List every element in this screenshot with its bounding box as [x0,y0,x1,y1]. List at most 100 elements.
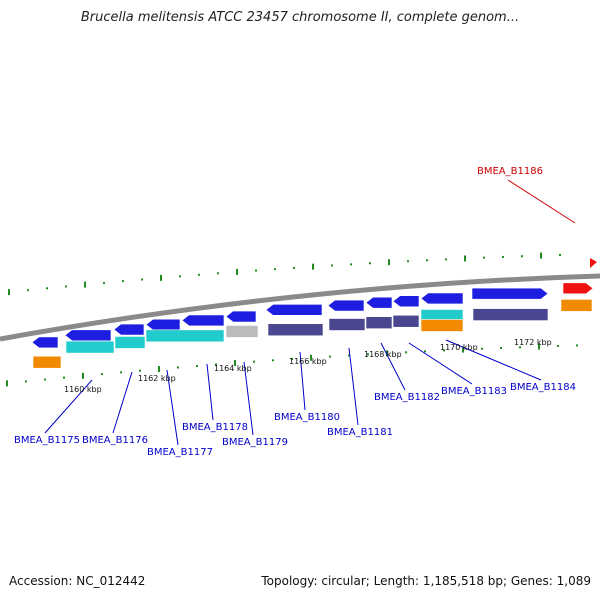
feature-track [31,258,597,369]
tick-mark [559,253,561,256]
callout-line [380,342,406,391]
tick-mark [215,363,217,366]
genome-backbone [0,273,600,342]
tick-mark [141,278,143,281]
gene-label: BMEA_B1181 [327,427,393,438]
tick-mark [388,259,390,266]
tick-mark [464,255,466,262]
tick-mark [272,359,274,362]
tick-mark [557,344,559,347]
tick-mark [63,376,65,379]
tick-mark [65,285,67,288]
cds-arrow [145,318,181,331]
feature-block [560,299,593,312]
tick-mark [312,263,314,270]
tick-mark [443,349,445,352]
scale-label: 1162 kbp [138,374,176,383]
feature-block [65,340,115,354]
gene-label: BMEA_B1183 [441,386,507,397]
feature-block [145,329,225,343]
tick-mark [236,268,238,275]
tick-mark [274,268,276,271]
tick-mark [293,266,295,269]
scale-label: 1166 kbp [289,357,327,366]
tick-mark [348,354,350,357]
gene-label: BMEA_B1180 [274,412,340,423]
inner-tick-track [6,343,578,387]
tick-mark [502,255,504,258]
feature-block [114,336,146,349]
tick-mark [500,347,502,349]
callout-line [166,369,179,446]
callout-line [299,351,306,411]
tick-mark [519,346,521,349]
gene-label: BMEA_B1184 [510,382,576,393]
tick-mark [122,280,124,283]
scale-label: 1168 kbp [364,350,402,359]
cds-arrow [562,282,594,295]
tick-mark [445,258,447,261]
callout-line [445,339,542,381]
tick-mark [27,289,29,292]
gene-label: BMEA_B1176 [82,435,148,446]
tick-mark [521,255,523,258]
tick-mark [6,380,8,387]
callout-line [243,361,254,436]
callout-line [408,342,473,385]
tick-mark [84,281,86,288]
feature-block [328,318,366,331]
tick-mark [426,259,428,262]
cds-arrow [64,329,112,342]
tick-mark [255,269,257,272]
scale-label: 1160 kbp [64,385,102,394]
tick-mark [177,366,179,369]
tick-mark [331,264,333,267]
tick-mark [179,275,181,278]
scale-label: 1164 kbp [214,364,252,373]
cds-arrow [327,299,365,312]
gene-label: BMEA_B1175 [14,435,80,446]
tick-mark [139,369,141,372]
tick-mark [120,371,122,374]
tick-mark [462,346,464,353]
gene-label: BMEA_B1182 [374,392,440,403]
tick-mark [8,289,10,296]
outer-tick-track [8,252,561,296]
cds-arrow [265,304,323,316]
callout-line [112,371,133,434]
cds-arrow [113,323,145,336]
accession-text: Accession: NC_012442 [9,574,146,588]
scale-label: 1170 kbp [440,343,478,352]
feature-block [365,316,393,329]
feature-block [32,355,62,369]
tick-mark [540,252,542,259]
tick-mark [198,273,200,276]
tick-mark [576,344,578,347]
cds-arrow [420,292,464,305]
tick-mark [46,287,48,290]
scale-labels: 1160 kbp 1162 kbp 1164 kbp 1166 kbp 1168 kbp… [64,338,552,394]
cds-arrow [471,287,549,300]
tick-mark [405,351,407,354]
tick-mark [160,274,162,281]
cds-arrow [590,258,597,268]
tick-mark [329,355,331,358]
callout-line [206,363,214,421]
gene-label: BMEA_B1186 [477,166,543,177]
feature-block [392,314,420,328]
feature-block [225,325,259,338]
label-callouts [44,179,576,446]
tick-mark [424,350,426,353]
tick-mark [217,272,219,275]
cds-arrow [181,314,225,327]
tick-mark [101,373,103,376]
gene-label: BMEA_B1177 [147,447,213,458]
tick-mark [369,262,371,265]
map-title: Brucella melitensis ATCC 23457 chromosom… [80,10,520,25]
tick-mark [350,263,352,266]
callout-line [44,379,93,434]
tick-mark [253,360,255,363]
tick-mark [44,378,46,381]
